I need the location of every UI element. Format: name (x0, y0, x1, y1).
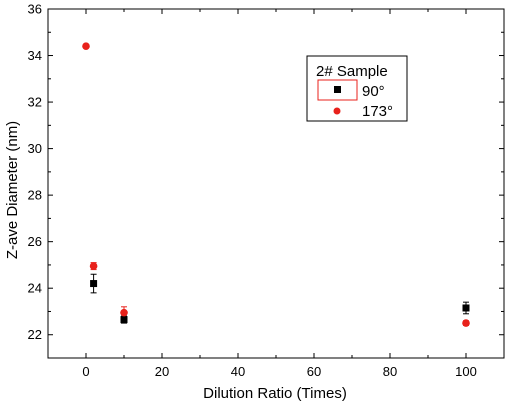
plot-area-border (47, 8, 505, 359)
tick-labels: 0 20 40 60 80 100 22 24 26 28 30 32 34 36 (28, 2, 477, 380)
y-tick-label: 22 (28, 327, 42, 342)
error-bars (83, 44, 469, 326)
data-point-circle (82, 42, 90, 51)
x-axis-label: Dilution Ratio (Times) (203, 385, 347, 402)
legend-label-173: 173° (362, 103, 393, 120)
legend: 2# Sample 90° 173° (306, 55, 408, 122)
x-tick-label: 60 (307, 364, 321, 379)
y-tick-label: 24 (28, 281, 42, 296)
plot-frame (47, 8, 505, 359)
x-tick-label: 0 (82, 364, 89, 379)
legend-label-90: 90° (362, 83, 385, 100)
data-point-square (462, 304, 470, 312)
x-tick-label: 80 (383, 364, 397, 379)
data-point-square (120, 316, 128, 324)
data-points (82, 42, 470, 327)
data-point-square (90, 280, 98, 288)
y-tick-label: 32 (28, 95, 42, 110)
y-tick-label: 26 (28, 234, 42, 249)
y-tick-label: 28 (28, 188, 42, 203)
legend-title: 2# Sample (316, 63, 388, 80)
y-axis-label: Z-ave Diameter (nm) (4, 121, 21, 259)
x-tick-label: 100 (455, 364, 477, 379)
y-tick-label: 30 (28, 141, 42, 156)
x-tick-label: 40 (231, 364, 245, 379)
legend-marker-square (334, 86, 341, 93)
legend-highlight-box (317, 79, 358, 101)
data-point-circle (120, 308, 128, 317)
y-tick-label: 34 (28, 48, 42, 63)
y-tick-label: 36 (28, 2, 42, 17)
axis-ticks (47, 8, 505, 359)
data-point-circle (89, 262, 98, 270)
data-point-circle (462, 319, 470, 327)
legend-marker-circle (333, 107, 341, 115)
x-tick-label: 20 (155, 364, 169, 379)
